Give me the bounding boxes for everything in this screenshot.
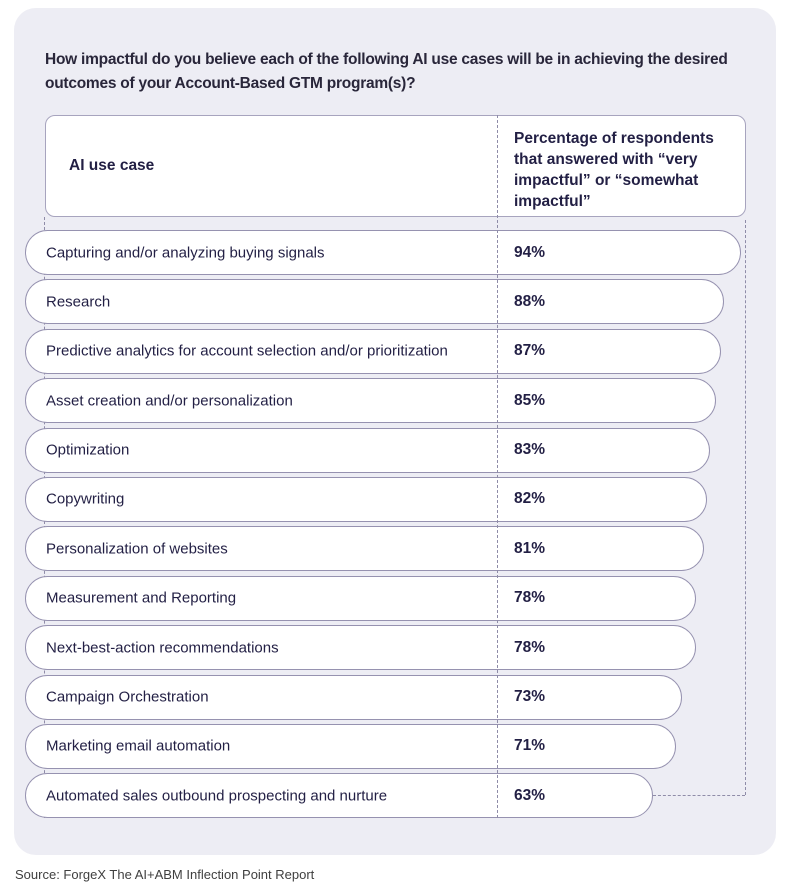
table-row: Copywriting 82% bbox=[25, 476, 708, 522]
table-row: Next-best-action recommendations 78% bbox=[25, 625, 696, 671]
column-header-percentage: Percentage of respondents that answered … bbox=[514, 130, 714, 210]
row-value: 63% bbox=[514, 786, 546, 804]
row-label: Copywriting bbox=[46, 490, 125, 508]
row-label: Marketing email automation bbox=[46, 737, 231, 755]
row-label: Automated sales outbound prospecting and… bbox=[46, 787, 388, 805]
row-value: 83% bbox=[514, 441, 546, 459]
row-value: 82% bbox=[514, 490, 546, 508]
table-row: Research 88% bbox=[25, 279, 725, 325]
table-row: Campaign Orchestration 73% bbox=[25, 674, 682, 720]
connector-dashed-line bbox=[653, 795, 745, 796]
column-divider-dashed-line bbox=[497, 115, 498, 818]
row-label: Campaign Orchestration bbox=[46, 688, 209, 706]
row-label: Optimization bbox=[46, 441, 130, 459]
row-label: Personalization of websites bbox=[46, 540, 228, 558]
row-label: Next-best-action recommendations bbox=[46, 639, 279, 657]
row-label: Predictive analytics for account selecti… bbox=[46, 342, 448, 360]
row-label: Asset creation and/or personalization bbox=[46, 392, 293, 410]
source-note: Source: ForgeX The AI+ABM Inflection Poi… bbox=[15, 867, 315, 882]
table-row: Optimization 83% bbox=[25, 427, 710, 473]
table-row: Capturing and/or analyzing buying signal… bbox=[25, 230, 742, 275]
column-header-use-case: AI use case bbox=[69, 157, 155, 174]
row-value: 94% bbox=[514, 243, 546, 261]
row-value: 78% bbox=[514, 638, 546, 656]
scale-boundary-dashed-line bbox=[745, 220, 746, 795]
row-label: Capturing and/or analyzing buying signal… bbox=[46, 244, 325, 261]
table-row: Automated sales outbound prospecting and… bbox=[25, 773, 654, 819]
table-header: AI use case Percentage of respondents th… bbox=[45, 115, 746, 217]
table-row: Asset creation and/or personalization 85% bbox=[25, 378, 716, 424]
row-label: Measurement and Reporting bbox=[46, 589, 237, 607]
row-value: 73% bbox=[514, 688, 546, 706]
row-value: 87% bbox=[514, 342, 546, 360]
table-row: Marketing email automation 71% bbox=[25, 723, 676, 769]
row-label: Research bbox=[46, 293, 111, 311]
row-value: 85% bbox=[514, 391, 546, 409]
row-value: 71% bbox=[514, 737, 546, 755]
row-value: 88% bbox=[514, 292, 546, 310]
table-row: Predictive analytics for account selecti… bbox=[25, 328, 722, 374]
chart-title-line2: outcomes of your Account-Based GTM progr… bbox=[45, 75, 416, 92]
chart-title: How impactful do you believe each of the… bbox=[45, 48, 728, 96]
table-row: Measurement and Reporting 78% bbox=[25, 575, 696, 621]
row-value: 81% bbox=[514, 539, 546, 557]
table-row: Personalization of websites 81% bbox=[25, 526, 705, 572]
row-value: 78% bbox=[514, 589, 546, 607]
chart-title-line1: How impactful do you believe each of the… bbox=[45, 51, 728, 68]
infographic-card: How impactful do you believe each of the… bbox=[14, 8, 776, 855]
rows: Capturing and/or analyzing buying signal… bbox=[25, 230, 742, 819]
